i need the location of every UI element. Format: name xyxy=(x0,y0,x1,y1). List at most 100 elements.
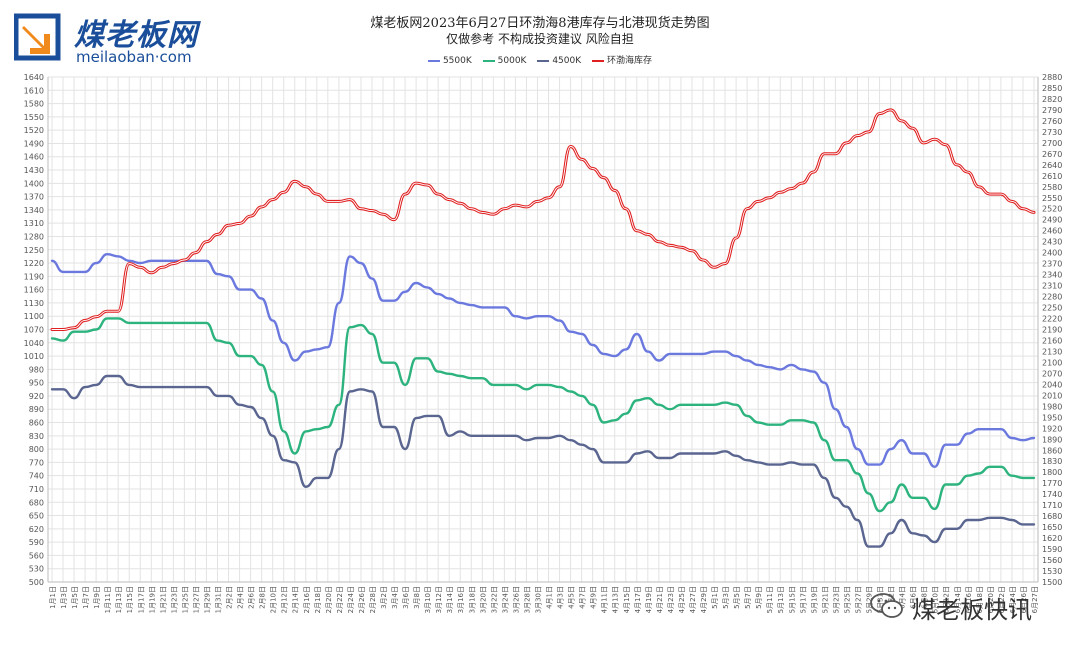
y-right-tick-label: 2100 xyxy=(1042,358,1062,367)
x-tick-label: 3月2日 xyxy=(380,586,388,609)
x-tick-label: 4月19日 xyxy=(645,586,653,613)
y-right-tick-label: 1740 xyxy=(1042,490,1062,499)
y-left-tick-label: 1130 xyxy=(24,299,44,308)
y-right-tick-label: 1890 xyxy=(1042,435,1062,444)
x-tick-label: 2月28日 xyxy=(369,586,377,613)
x-tick-label: 3月18日 xyxy=(468,586,476,613)
y-right-tick-label: 2370 xyxy=(1042,260,1062,269)
y-left-tick-label: 680 xyxy=(29,498,44,507)
legend-label-5000k: 5000K xyxy=(497,56,527,66)
legend-swatch-5000k xyxy=(482,59,495,62)
y-left-tick-label: 740 xyxy=(29,472,44,481)
y-right-tick-label: 2040 xyxy=(1042,380,1062,389)
series-line-stock-highlight xyxy=(51,109,1035,330)
x-tick-label: 6月26日 xyxy=(1020,586,1028,613)
y-left-tick-label: 860 xyxy=(29,419,44,428)
x-tick-label: 4月15日 xyxy=(623,586,631,613)
legend-item-stock: 环渤海库存 xyxy=(592,53,652,66)
x-tick-label: 2月18日 xyxy=(314,586,322,613)
y-left-tick-label: 1340 xyxy=(24,206,44,215)
x-tick-label: 2月24日 xyxy=(347,586,355,613)
y-right-tick-label: 1860 xyxy=(1042,446,1062,455)
y-right-tick-label: 2700 xyxy=(1042,139,1062,148)
y-left-tick-label: 1370 xyxy=(24,193,44,202)
series-line-4500k xyxy=(50,374,1036,548)
y-right-tick-label: 2550 xyxy=(1042,194,1062,203)
x-tick-label: 6月10日 xyxy=(932,586,940,613)
y-right-tick-label: 2490 xyxy=(1042,216,1062,225)
x-tick-label: 5月13日 xyxy=(777,586,785,613)
y-right-tick-label: 2160 xyxy=(1042,336,1062,345)
y-right-tick-label: 1830 xyxy=(1042,457,1062,466)
y-left-tick-label: 830 xyxy=(29,432,44,441)
x-tick-label: 5月3日 xyxy=(722,586,730,609)
y-right-tick-label: 1650 xyxy=(1042,523,1062,532)
y-right-tick-label: 2790 xyxy=(1042,106,1062,115)
y-left-tick-label: 800 xyxy=(29,445,44,454)
x-tick-label: 4月27日 xyxy=(689,586,697,613)
legend-swatch-5500k xyxy=(427,59,440,62)
x-tick-label: 1月5日 xyxy=(71,586,79,609)
y-right-tick-label: 2190 xyxy=(1042,326,1062,335)
legend-item-5000k: 5000K xyxy=(482,56,527,66)
y-right-tick-label: 1710 xyxy=(1042,501,1062,510)
legend-swatch-4500k xyxy=(537,59,550,62)
x-tick-label: 4月5日 xyxy=(568,586,576,609)
x-tick-label: 1月31日 xyxy=(215,586,223,613)
x-tick-label: 3月16日 xyxy=(457,586,465,613)
y-right-tick-label: 2340 xyxy=(1042,271,1062,280)
y-left-tick-label: 1490 xyxy=(24,139,44,148)
x-tick-label: 1月17日 xyxy=(137,586,145,613)
x-tick-label: 3月10日 xyxy=(424,586,432,613)
x-tick-label: 4月3日 xyxy=(557,586,565,609)
x-tick-label: 5月9日 xyxy=(755,586,763,609)
y-left-tick-label: 1250 xyxy=(24,246,44,255)
y-right-tick-label: 2640 xyxy=(1042,161,1062,170)
x-tick-label: 3月24日 xyxy=(501,586,509,613)
y-right-tick-label: 2730 xyxy=(1042,128,1062,137)
y-left-tick-label: 560 xyxy=(29,551,44,560)
y-right-tick-label: 2430 xyxy=(1042,238,1062,247)
y-right-tick-label: 1980 xyxy=(1042,402,1062,411)
x-tick-label: 5月1日 xyxy=(711,586,719,609)
watermark-text: 煤老板快讯 xyxy=(912,596,1032,624)
y-left-tick-label: 1310 xyxy=(24,219,44,228)
x-tick-label: 6月16日 xyxy=(965,586,973,613)
x-tick-label: 5月25日 xyxy=(843,586,851,613)
x-tick-label: 5月11日 xyxy=(766,586,774,613)
y-right-tick-label: 2070 xyxy=(1042,369,1062,378)
y-left-tick-label: 1040 xyxy=(24,339,44,348)
x-tick-label: 5月21日 xyxy=(821,586,829,613)
x-tick-label: 5月5日 xyxy=(733,586,741,609)
x-tick-label: 2月2日 xyxy=(226,586,234,609)
x-tick-label: 6月27日 xyxy=(1031,586,1039,613)
y-left-tick-label: 1280 xyxy=(24,232,44,241)
y-left-tick-label: 650 xyxy=(29,512,44,521)
x-tick-label: 1月15日 xyxy=(126,586,134,613)
logo-mark-icon xyxy=(14,13,61,61)
x-tick-label: 3月12日 xyxy=(435,586,443,613)
x-tick-label: 2月12日 xyxy=(281,586,289,613)
x-tick-label: 4月29日 xyxy=(700,586,708,613)
y-right-tick-label: 2220 xyxy=(1042,315,1062,324)
x-tick-label: 1月23日 xyxy=(170,586,178,613)
y-left-tick-label: 1100 xyxy=(24,312,44,321)
x-tick-label: 4月17日 xyxy=(634,586,642,613)
x-tick-label: 4月21日 xyxy=(656,586,664,613)
x-tick-label: 3月28日 xyxy=(523,586,531,613)
y-left-tick-label: 1580 xyxy=(24,100,44,109)
y-right-tick-label: 2850 xyxy=(1042,84,1062,93)
x-tick-label: 2月10日 xyxy=(270,586,278,613)
y-right-tick-label: 1800 xyxy=(1042,468,1062,477)
y-left-tick-label: 1520 xyxy=(24,126,44,135)
y-left-tick-label: 500 xyxy=(29,578,44,587)
y-right-tick-label: 2010 xyxy=(1042,391,1062,400)
y-right-tick-label: 1500 xyxy=(1042,578,1062,587)
y-left-tick-label: 890 xyxy=(29,405,44,414)
y-left-tick-label: 1610 xyxy=(24,86,44,95)
y-right-tick-label: 1770 xyxy=(1042,479,1062,488)
wechat-icon xyxy=(870,593,903,618)
y-left-tick-label: 1220 xyxy=(24,259,44,268)
